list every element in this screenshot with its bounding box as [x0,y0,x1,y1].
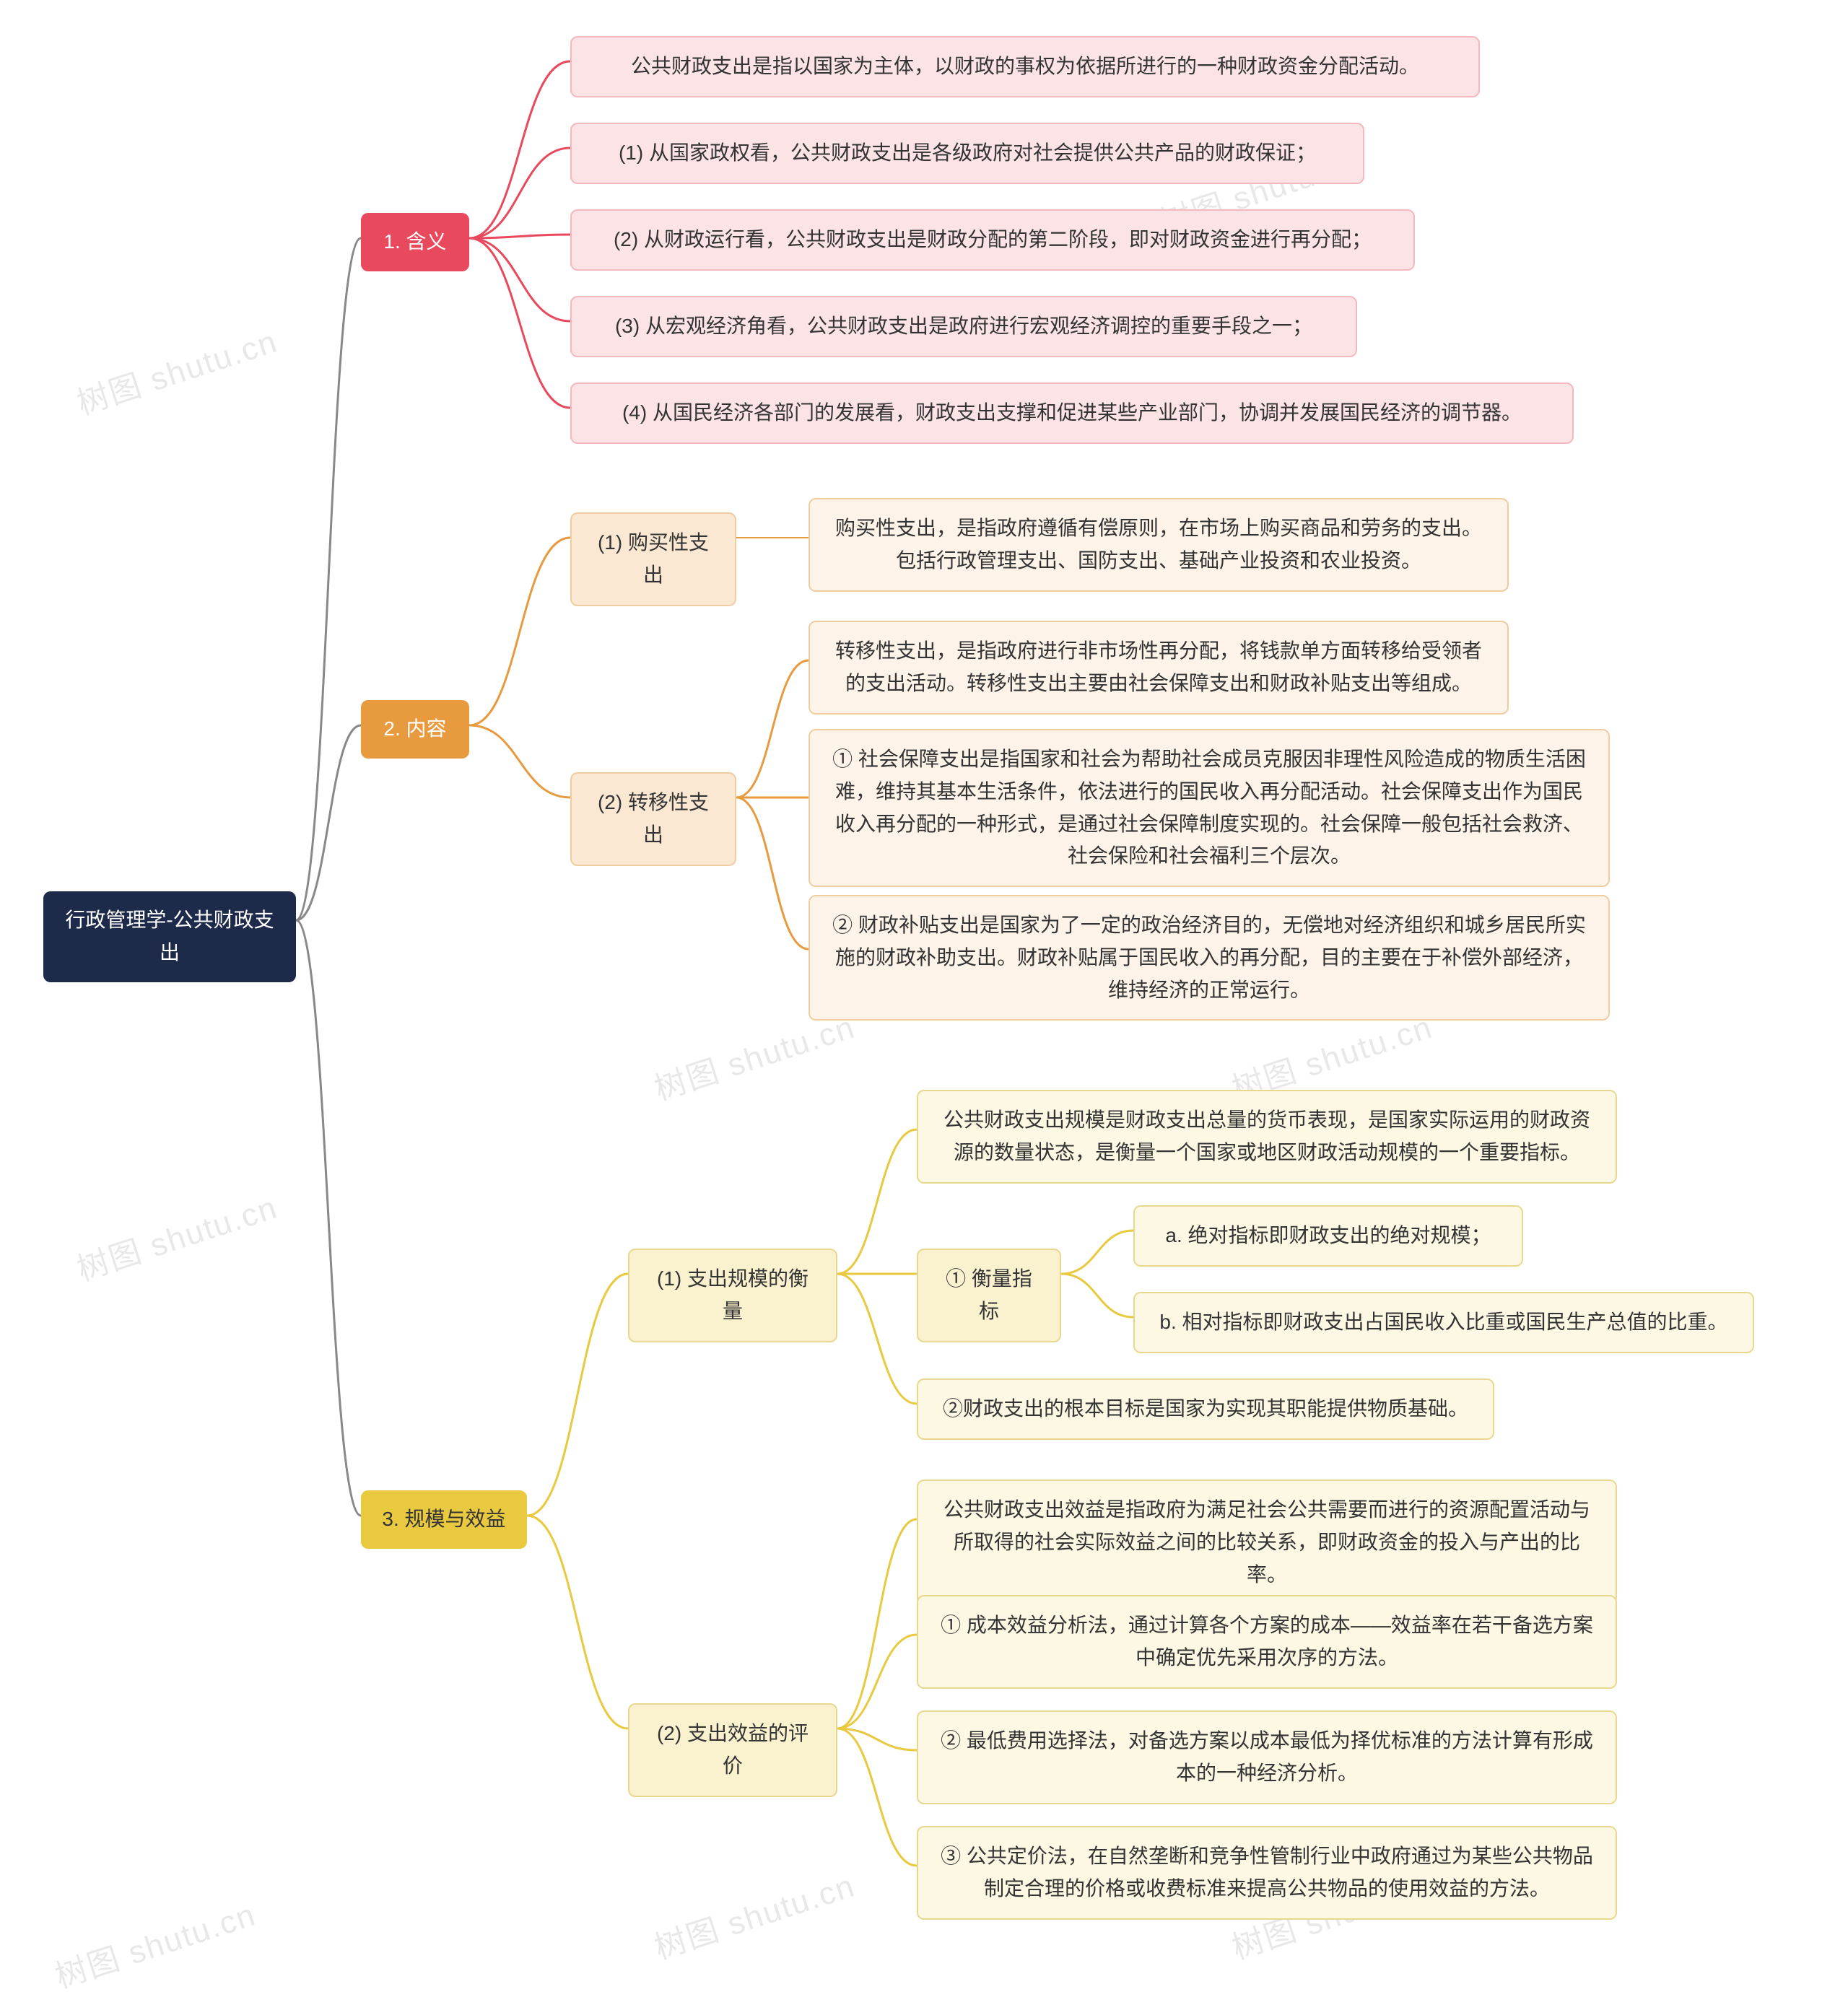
branch-1-meaning[interactable]: 1. 含义 [361,213,469,271]
branch-3-scale-benefit[interactable]: 3. 规模与效益 [361,1490,527,1549]
b1-leaf-1[interactable]: (1) 从国家政权看，公共财政支出是各级政府对社会提供公共产品的财政保证； [570,123,1364,184]
b1-leaf-3[interactable]: (3) 从宏观经济角看，公共财政支出是政府进行宏观经济调控的重要手段之一； [570,296,1357,357]
b3-metric-b[interactable]: b. 相对指标即财政支出占国民收入比重或国民生产总值的比重。 [1133,1292,1754,1353]
b2-transfer-leaf-def[interactable]: 转移性支出，是指政府进行非市场性再分配，将钱款单方面转移给受领者的支出活动。转移… [808,621,1509,715]
branch-2-content[interactable]: 2. 内容 [361,700,469,759]
b3-benefit-leaf-2[interactable]: ② 最低费用选择法，对备选方案以成本最低为择优标准的方法计算有形成本的一种经济分… [917,1710,1617,1804]
watermark: 树图 shutu.cn [48,1889,261,1997]
watermark: 树图 shutu.cn [70,1181,282,1290]
b3-benefit-leaf-3[interactable]: ③ 公共定价法，在自然垄断和竞争性管制行业中政府通过为某些公共物品制定合理的价格… [917,1826,1617,1920]
root-node[interactable]: 行政管理学-公共财政支出 [43,891,296,982]
b3-benefit-leaf-1[interactable]: ① 成本效益分析法，通过计算各个方案的成本——效益率在若干备选方案中确定优先采用… [917,1595,1617,1689]
b3-sub-benefit[interactable]: (2) 支出效益的评价 [628,1703,837,1797]
b1-leaf-2[interactable]: (2) 从财政运行看，公共财政支出是财政分配的第二阶段，即对财政资金进行再分配； [570,209,1415,271]
watermark: 树图 shutu.cn [70,315,282,424]
b2-sub-purchase[interactable]: (1) 购买性支出 [570,512,736,606]
b2-transfer-leaf-1[interactable]: ① 社会保障支出是指国家和社会为帮助社会成员克服因非理性风险造成的物质生活困难，… [808,729,1610,887]
b2-sub-transfer[interactable]: (2) 转移性支出 [570,772,736,866]
b3-metric-a[interactable]: a. 绝对指标即财政支出的绝对规模； [1133,1205,1523,1267]
b1-leaf-4[interactable]: (4) 从国民经济各部门的发展看，财政支出支撑和促进某些产业部门，协调并发展国民… [570,383,1574,444]
b1-leaf-definition[interactable]: 公共财政支出是指以国家为主体，以财政的事权为依据所进行的一种财政资金分配活动。 [570,36,1480,97]
b2-purchase-leaf[interactable]: 购买性支出，是指政府遵循有偿原则，在市场上购买商品和劳务的支出。包括行政管理支出… [808,498,1509,592]
watermark: 树图 shutu.cn [648,1860,860,1968]
b3-scale-metrics[interactable]: ① 衡量指标 [917,1249,1061,1342]
b3-sub-scale[interactable]: (1) 支出规模的衡量 [628,1249,837,1342]
b2-transfer-leaf-2[interactable]: ② 财政补贴支出是国家为了一定的政治经济目的，无偿地对经济组织和城乡居民所实施的… [808,895,1610,1021]
b3-benefit-leaf-def[interactable]: 公共财政支出效益是指政府为满足社会公共需要而进行的资源配置活动与所取得的社会实际… [917,1480,1617,1605]
b3-scale-extra[interactable]: ②财政支出的根本目标是国家为实现其职能提供物质基础。 [917,1378,1494,1440]
b3-scale-leaf-def[interactable]: 公共财政支出规模是财政支出总量的货币表现，是国家实际运用的财政资源的数量状态，是… [917,1090,1617,1184]
